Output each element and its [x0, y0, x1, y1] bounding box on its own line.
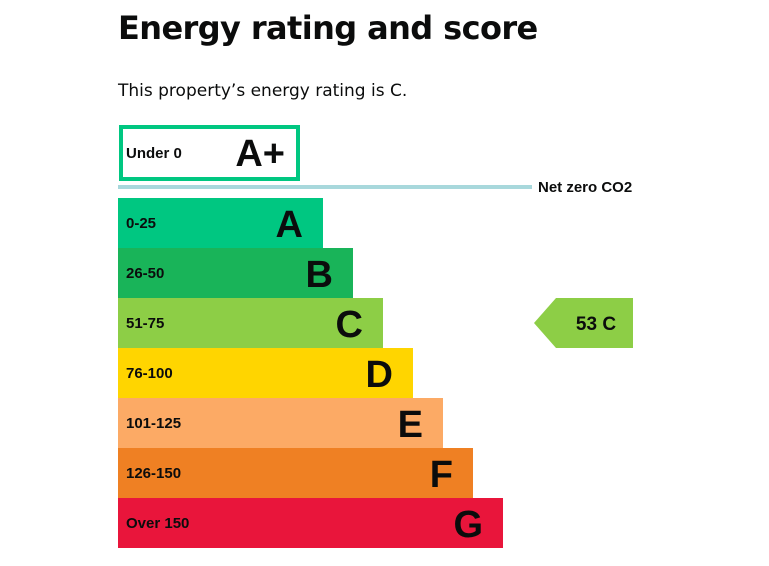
band-bar-a: [118, 198, 323, 248]
band-letter-f: F: [430, 454, 453, 496]
band-range-a: 0-25: [126, 215, 156, 232]
band-letter-a: A: [276, 204, 303, 246]
net-zero-label: Net zero CO2: [538, 179, 632, 196]
band-range-d: 76-100: [126, 365, 173, 382]
band-range-g: Over 150: [126, 515, 189, 532]
band-range-f: 126-150: [126, 465, 181, 482]
energy-rating-summary: This property’s energy rating is C.: [118, 81, 408, 101]
band-letter-b: B: [306, 254, 333, 296]
band-letter-d: D: [366, 354, 393, 396]
band-letter-a-plus: A+: [235, 133, 285, 175]
band-range-a-plus: Under 0: [126, 145, 182, 162]
band-bar-g: [118, 498, 503, 548]
band-range-c: 51-75: [126, 315, 164, 332]
band-bar-d: [118, 348, 413, 398]
band-range-b: 26-50: [126, 265, 164, 282]
band-letter-e: E: [398, 404, 423, 446]
current-rating-arrow: [534, 298, 633, 348]
band-bar-a-plus: [119, 125, 300, 181]
band-bar-b: [118, 248, 353, 298]
band-range-e: 101-125: [126, 415, 181, 432]
band-letter-g: G: [453, 504, 483, 546]
band-bar-e: [118, 398, 443, 448]
page-title: Energy rating and score: [118, 9, 538, 47]
band-bar-f: [118, 448, 473, 498]
band-bar-c: [118, 298, 383, 348]
band-letter-c: C: [336, 304, 363, 346]
net-zero-line: [118, 185, 532, 189]
current-rating-label: 53 C: [576, 314, 616, 335]
